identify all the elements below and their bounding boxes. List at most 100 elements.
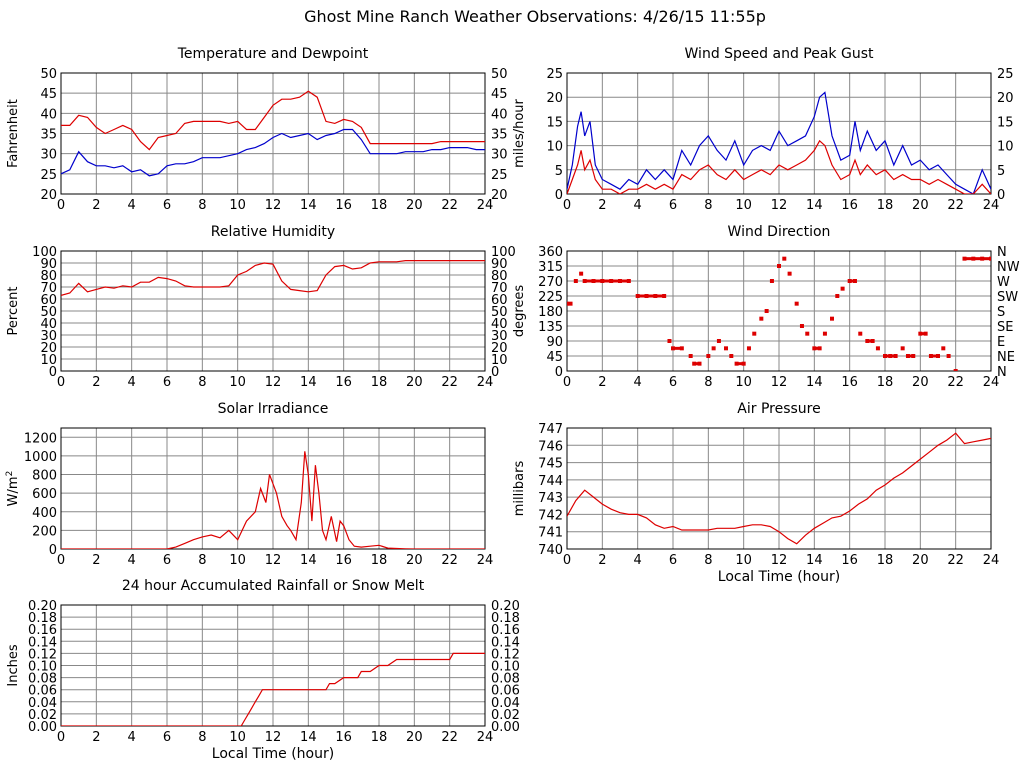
humidity-x-tick: 8 — [198, 375, 206, 390]
humidity-x-tick: 10 — [229, 375, 246, 390]
wind-direction-point — [794, 301, 799, 306]
humidity-y-tick: 10 — [40, 353, 57, 368]
wind-speed-x-tick: 2 — [598, 198, 606, 213]
humidity-y-tick: 70 — [40, 281, 57, 296]
solar-frame — [60, 427, 486, 550]
wind-direction-y-tick: 315 — [538, 260, 563, 275]
solar-y-tick: 200 — [32, 524, 57, 539]
temperature-x-tick: 20 — [406, 198, 423, 213]
rainfall-x-tick: 18 — [371, 730, 388, 745]
solar-y-tick: 1000 — [24, 450, 57, 465]
wind-direction-title: Wind Direction — [728, 224, 831, 240]
rainfall-y-tick: 0.14 — [28, 635, 57, 650]
wind-direction-x-tick: 0 — [563, 375, 571, 390]
humidity-y-tick: 90 — [40, 257, 57, 272]
rainfall-right-tick: 0.02 — [491, 708, 520, 723]
temperature-x-tick: 14 — [300, 198, 317, 213]
wind-direction-y-tick: 180 — [538, 305, 563, 320]
wind-direction-y-tick: 360 — [538, 245, 563, 260]
wind-speed-y-tick: 15 — [546, 115, 563, 130]
wind-speed-y-tick: 0 — [555, 188, 563, 203]
solar-x-tick: 8 — [198, 553, 206, 568]
rainfall-y-tick: 0.20 — [28, 599, 57, 614]
wind-speed-x-tick: 20 — [912, 198, 929, 213]
wind-direction-point — [799, 324, 804, 328]
wind-direction-point — [953, 369, 958, 371]
rainfall-y-tick: 0.00 — [28, 720, 57, 735]
wind-direction-chart: 0 2 4 6 8 10 12 14 16 18 20 22 240459013518022527031… — [512, 224, 1020, 390]
wind-direction-x-tick: 6 — [669, 375, 677, 390]
wind-direction-point — [573, 279, 578, 283]
wind-speed-y-tick: 20 — [546, 91, 563, 106]
wind-speed-title: Wind Speed and Peak Gust — [685, 46, 874, 62]
humidity-x-tick: 0 — [57, 375, 65, 390]
wind-direction-point — [941, 346, 946, 351]
solar-x-tick: 6 — [163, 553, 171, 568]
pressure-x-tick: 4 — [634, 553, 642, 568]
wind-speed-y-tick: 25 — [546, 67, 563, 82]
rainfall-x-tick: 24 — [477, 730, 494, 745]
rainfall-right-tick: 0.20 — [491, 599, 520, 614]
solar-series-0 — [61, 451, 485, 549]
wind-speed-series-0 — [567, 91, 991, 194]
rainfall-right-tick: 0.18 — [491, 611, 520, 626]
wind-speed-right-tick: 20 — [997, 91, 1014, 106]
solar-y-tick: 800 — [32, 469, 57, 484]
temperature-x-tick: 2 — [92, 198, 100, 213]
wind-direction-y-tick: 135 — [538, 320, 563, 335]
wind-direction-right-tick: SW — [997, 290, 1018, 305]
temperature-y-tick: 50 — [40, 67, 57, 82]
wind-speed-x-tick: 10 — [735, 198, 752, 213]
temperature-y-tick: 20 — [40, 188, 57, 203]
temperature-x-tick: 6 — [163, 198, 171, 213]
wind-direction-point — [787, 271, 792, 276]
rainfall-frame — [60, 604, 486, 727]
rainfall-right-tick: 0.06 — [491, 684, 520, 699]
solar-x-tick: 12 — [265, 553, 282, 568]
pressure-y-label: millibars — [512, 461, 527, 517]
wind-direction-right-tick: E — [997, 335, 1005, 350]
wind-speed-right-tick: 0 — [997, 188, 1005, 203]
humidity-right-tick: 90 — [491, 257, 508, 272]
pressure-x-tick: 16 — [841, 553, 858, 568]
rainfall-y-tick: 0.08 — [28, 672, 57, 687]
wind-speed-right-tick: 25 — [997, 67, 1014, 82]
pressure-x-tick: 20 — [912, 553, 929, 568]
wind-speed-x-tick: 24 — [983, 198, 1000, 213]
solar-y-tick: 400 — [32, 506, 57, 521]
rainfall-y-tick: 0.04 — [28, 696, 57, 711]
wind-direction-right-tick: NW — [997, 260, 1020, 275]
wind-speed-right-tick: 10 — [997, 140, 1014, 155]
wind-speed-x-tick: 6 — [669, 198, 677, 213]
pressure-y-tick: 745 — [538, 457, 563, 472]
humidity-right-tick: 100 — [491, 245, 516, 260]
pressure-y-tick: 747 — [538, 422, 563, 437]
humidity-chart: 0 2 4 6 8 10 12 14 16 18 20 22 240102030405060708090… — [6, 224, 516, 390]
wind-speed-x-tick: 12 — [771, 198, 788, 213]
rainfall-chart: 0 2 4 6 8 10 12 14 16 18 20 22 240.000.020.040.060.0… — [6, 578, 520, 762]
pressure-x-label: Local Time (hour) — [718, 569, 840, 585]
wind-direction-x-tick: 2 — [598, 375, 606, 390]
temperature-right-tick: 50 — [491, 67, 508, 82]
rainfall-right-tick: 0.08 — [491, 672, 520, 687]
temperature-right-tick: 30 — [491, 148, 508, 163]
wind-direction-point — [764, 309, 769, 313]
humidity-right-tick: 70 — [491, 281, 508, 296]
temperature-x-tick: 22 — [441, 198, 458, 213]
rainfall-right-tick: 0.10 — [491, 660, 520, 675]
humidity-series-0 — [61, 260, 485, 296]
wind-speed-x-tick: 22 — [947, 198, 964, 213]
humidity-right-tick: 80 — [491, 269, 508, 284]
solar-x-tick: 2 — [92, 553, 100, 568]
rainfall-y-tick: 0.02 — [28, 708, 57, 723]
temperature-y-tick: 40 — [40, 107, 57, 122]
rainfall-y-tick: 0.06 — [28, 684, 57, 699]
wind-direction-point — [830, 316, 834, 321]
wind-speed-x-tick: 4 — [634, 198, 642, 213]
wind-direction-point — [729, 354, 734, 358]
humidity-y-tick: 0 — [49, 365, 57, 380]
pressure-frame — [566, 427, 992, 550]
pressure-x-tick: 18 — [877, 553, 894, 568]
pressure-series-0 — [567, 432, 991, 545]
temperature-right-tick: 35 — [491, 128, 508, 143]
